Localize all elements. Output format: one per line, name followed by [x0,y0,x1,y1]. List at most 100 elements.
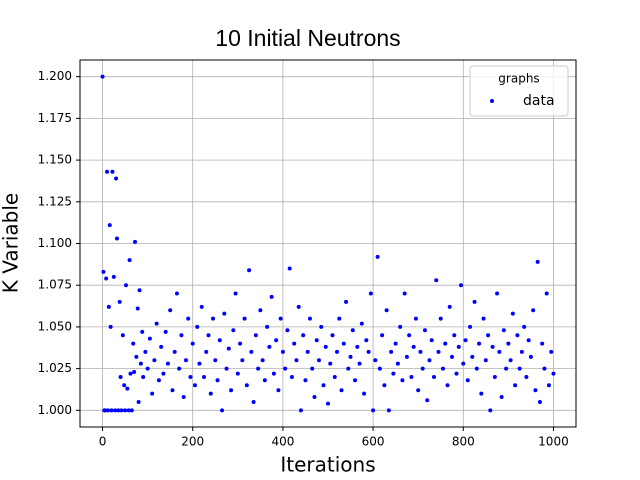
data-point [104,276,109,281]
data-point [395,361,400,366]
data-point [344,299,349,304]
data-point [247,268,252,273]
x-tick-label: 800 [452,435,475,449]
data-point [215,378,220,383]
data-point [262,378,267,383]
data-point [443,341,448,346]
data-point [537,399,542,404]
data-point [156,378,161,383]
data-point [544,291,549,296]
data-point [137,288,142,293]
data-point [357,361,362,366]
data-point [143,349,148,354]
data-point [251,399,256,404]
data-point [429,338,434,343]
data-point [202,374,206,379]
legend-box [469,65,569,117]
data-point [163,329,168,334]
data-point [186,316,191,321]
data-point [129,408,134,413]
data-point [465,378,470,383]
data-point [242,316,247,321]
data-point [483,358,488,363]
data-point [294,358,299,363]
data-point [229,388,234,393]
y-tick-label: 1.000 [38,403,72,417]
data-point [488,408,493,413]
data-point [120,333,125,338]
data-point [132,369,137,374]
data-point [107,223,112,228]
data-point [472,299,477,304]
data-point [368,291,373,296]
data-point [310,366,315,371]
data-point [133,239,138,244]
data-point [497,349,502,354]
data-point [348,354,353,359]
data-point [418,349,423,354]
data-point [240,358,245,363]
data-point [100,74,105,79]
data-point [346,366,351,371]
data-point [321,383,326,388]
data-point [391,371,396,376]
data-point [355,344,360,349]
data-point [283,366,288,371]
data-point [111,274,116,279]
x-tick-label: 200 [181,435,204,449]
data-point [447,304,452,309]
data-point [285,328,290,333]
data-point [513,383,518,388]
data-point [404,354,409,359]
data-point [393,341,398,346]
data-point [335,349,340,354]
data-point [188,374,193,379]
data-point [454,371,459,376]
data-point [136,399,141,404]
data-point [389,349,394,354]
data-point [474,366,479,371]
data-point [386,408,391,413]
data-point [287,266,292,271]
data-point [427,358,432,363]
data-point [113,408,118,413]
data-point [174,291,179,296]
data-point [402,291,407,296]
data-point [420,366,425,371]
data-point [526,338,531,343]
data-point [168,308,173,313]
data-point [222,311,227,316]
data-point [332,374,337,379]
data-point [170,388,175,393]
data-point [326,401,330,406]
data-point [495,291,500,296]
data-point [377,366,382,371]
data-point [117,299,122,304]
data-point [312,394,317,399]
data-point [456,344,461,349]
data-point [510,311,515,316]
data-point [154,321,159,326]
legend-label: data [523,93,555,109]
data-point [123,283,128,288]
data-point [108,324,113,329]
data-point [220,408,225,413]
data-point [274,338,279,343]
data-point [109,408,114,413]
data-point [359,321,364,326]
data-point [126,408,131,413]
data-point [289,374,294,379]
chart-title: 10 Initial Neutrons [215,25,400,51]
data-point [323,344,328,349]
data-point [135,306,140,311]
data-point [524,374,529,379]
x-axis-label: Iterations [280,453,375,477]
data-point [531,308,536,313]
data-point [260,358,265,363]
data-point [233,291,238,296]
x-tick-label: 400 [271,435,294,449]
data-point [258,308,263,313]
data-point [504,366,509,371]
data-point [535,259,540,264]
data-point [179,333,184,338]
